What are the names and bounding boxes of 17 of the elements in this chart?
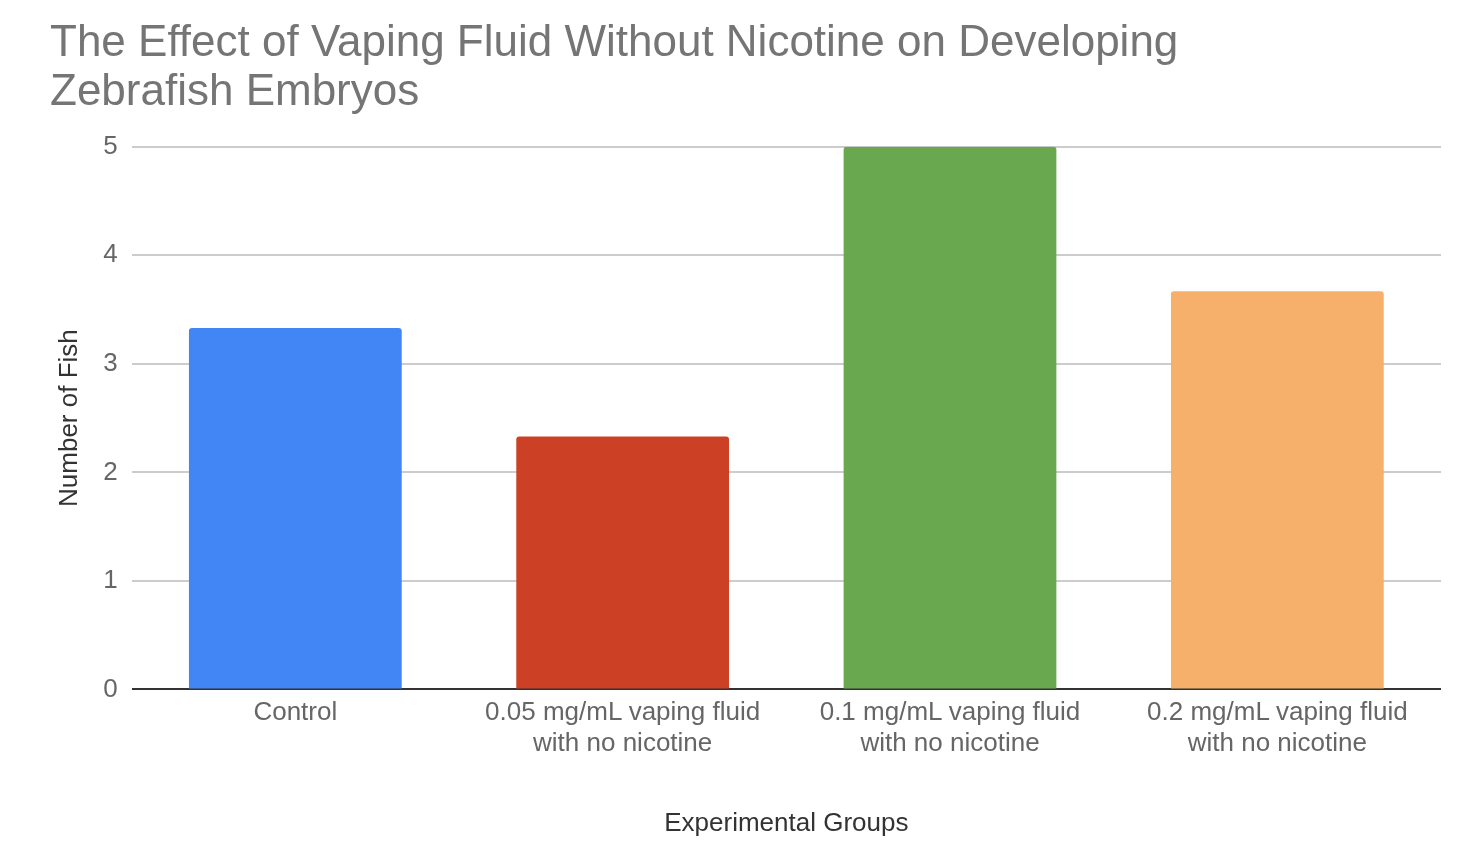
bar xyxy=(843,146,1057,689)
y-axis-title: Number of Fish xyxy=(52,329,83,507)
x-tick-label: 0.2 mg/mL vaping fluid with no nicotine xyxy=(1147,696,1408,758)
chart-title: The Effect of Vaping Fluid Without Nicotine on Developing Zebrafish Embryos xyxy=(50,16,1179,114)
bar xyxy=(1170,291,1384,689)
y-tick-label: 5 xyxy=(103,129,118,160)
x-axis-title: Experimental Groups xyxy=(664,806,909,837)
x-tick-label: 0.1 mg/mL vaping fluid with no nicotine xyxy=(819,696,1081,758)
y-tick-label: 2 xyxy=(103,455,118,486)
bar xyxy=(516,436,730,689)
x-tick-label: Control xyxy=(253,696,338,727)
y-tick-label: 4 xyxy=(103,238,118,269)
y-tick-label: 3 xyxy=(103,347,118,378)
y-tick-label: 0 xyxy=(103,672,118,703)
y-tick-label: 1 xyxy=(103,564,118,595)
x-tick-label: 0.05 mg/mL vaping fluid with no nicotine xyxy=(485,696,761,758)
bar xyxy=(188,328,402,689)
